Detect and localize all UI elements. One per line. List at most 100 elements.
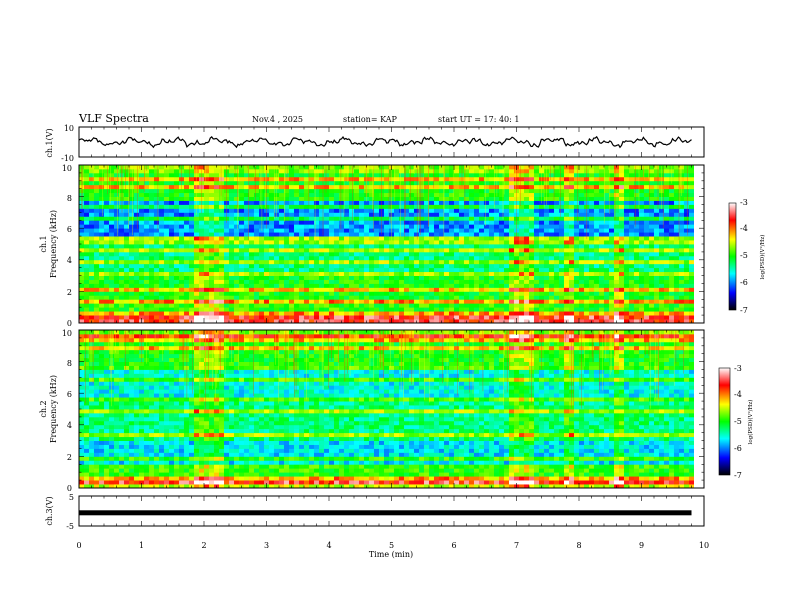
spec1-cell bbox=[584, 244, 589, 248]
spec1-cell bbox=[164, 264, 169, 268]
spec1-cell bbox=[644, 260, 649, 264]
spec1-cell bbox=[654, 181, 659, 185]
spec1-cell bbox=[674, 173, 679, 177]
spec1-cell bbox=[504, 252, 509, 256]
spec1-cell bbox=[654, 291, 659, 295]
spec1-cell bbox=[129, 208, 134, 212]
spec1-cell bbox=[119, 220, 124, 224]
spec1-cell bbox=[354, 276, 359, 280]
spec1-cell bbox=[214, 193, 219, 197]
spec1-cell bbox=[279, 216, 284, 220]
spec1-cell bbox=[174, 299, 179, 303]
spec1-cell bbox=[224, 291, 229, 295]
spec1-cell bbox=[199, 311, 204, 315]
spec1-cell bbox=[469, 208, 474, 212]
spec1-cell bbox=[544, 236, 549, 240]
spec1-cell bbox=[89, 197, 94, 201]
spec1-cell bbox=[229, 280, 234, 284]
spec1-cell bbox=[424, 232, 429, 236]
spec1-cell bbox=[319, 299, 324, 303]
spec1-cell bbox=[359, 307, 364, 311]
spec1-cell bbox=[269, 315, 274, 319]
spec1-cell bbox=[384, 252, 389, 256]
spec1-cell bbox=[104, 248, 109, 252]
spec1-cell bbox=[304, 173, 309, 177]
spec1-cell bbox=[654, 244, 659, 248]
spec1-cell bbox=[89, 280, 94, 284]
spec1-cell bbox=[134, 189, 139, 193]
spec1-cell bbox=[549, 220, 554, 224]
spec1-cell bbox=[404, 252, 409, 256]
spec1-cell bbox=[324, 299, 329, 303]
spec1-cell bbox=[549, 244, 554, 248]
spec1-cell bbox=[84, 248, 89, 252]
spec1-cell bbox=[114, 236, 119, 240]
spec1-cell bbox=[194, 220, 199, 224]
spec1-cell bbox=[114, 220, 119, 224]
spec1-cell bbox=[674, 272, 679, 276]
spec1-cell bbox=[569, 181, 574, 185]
spec1-cell bbox=[134, 232, 139, 236]
spec1-cell bbox=[349, 244, 354, 248]
spec1-cell bbox=[214, 177, 219, 181]
spec1-cell bbox=[339, 307, 344, 311]
spec1-cell bbox=[129, 276, 134, 280]
spec1-cell bbox=[379, 307, 384, 311]
spec1-cell bbox=[279, 173, 284, 177]
spec1-cell bbox=[269, 205, 274, 209]
spec1-cell bbox=[304, 224, 309, 228]
spec1-cell bbox=[594, 287, 599, 291]
spec1-cell bbox=[499, 181, 504, 185]
spec1-cell bbox=[124, 236, 129, 240]
spec1-cell bbox=[379, 272, 384, 276]
spec1-cell bbox=[359, 311, 364, 315]
spec1-cell bbox=[94, 280, 99, 284]
spec1-cell bbox=[559, 177, 564, 181]
spec1-cell bbox=[509, 216, 514, 220]
spec1-cell bbox=[354, 205, 359, 209]
spec1-cell bbox=[309, 307, 314, 311]
spec1-cell bbox=[179, 303, 184, 307]
spec1-cell bbox=[634, 287, 639, 291]
spec1-cell bbox=[229, 307, 234, 311]
spec1-cell bbox=[634, 260, 639, 264]
spec1-cell bbox=[299, 299, 304, 303]
spec1-cell bbox=[684, 244, 689, 248]
spec1-cell bbox=[574, 232, 579, 236]
spec1-cell bbox=[404, 212, 409, 216]
spec1-cell bbox=[184, 173, 189, 177]
spec1-cell bbox=[449, 220, 454, 224]
spec1-cell bbox=[239, 232, 244, 236]
spec1-cell bbox=[444, 201, 449, 205]
spec1-cell bbox=[104, 276, 109, 280]
spec1-cell bbox=[659, 295, 664, 299]
spec1-cell bbox=[139, 284, 144, 288]
spec1-cell bbox=[419, 248, 424, 252]
spec1-cell bbox=[479, 291, 484, 295]
spec1-cell bbox=[249, 260, 254, 264]
spec1-cell bbox=[624, 260, 629, 264]
spec1-cell bbox=[329, 303, 334, 307]
spec1-cell bbox=[299, 311, 304, 315]
spec1-cell bbox=[339, 240, 344, 244]
spec1-cell bbox=[314, 252, 319, 256]
spec1-cell bbox=[139, 236, 144, 240]
spec1-cell bbox=[159, 260, 164, 264]
spec1-cell bbox=[459, 315, 464, 319]
spec1-cell bbox=[249, 177, 254, 181]
spec1-cell bbox=[344, 205, 349, 209]
spec1-cell bbox=[634, 276, 639, 280]
spec1-cell bbox=[669, 299, 674, 303]
spec1-cell bbox=[219, 216, 224, 220]
spec1-cell bbox=[294, 185, 299, 189]
spec1-cell bbox=[149, 240, 154, 244]
spec1-cell bbox=[319, 272, 324, 276]
spec1-cell bbox=[219, 299, 224, 303]
spec1-cell bbox=[179, 240, 184, 244]
spec1-cell bbox=[244, 232, 249, 236]
spec1-cell bbox=[569, 256, 574, 260]
spec1-cell bbox=[459, 291, 464, 295]
spec1-cell bbox=[359, 280, 364, 284]
spec1-cell bbox=[109, 244, 114, 248]
spec1-cell bbox=[189, 280, 194, 284]
